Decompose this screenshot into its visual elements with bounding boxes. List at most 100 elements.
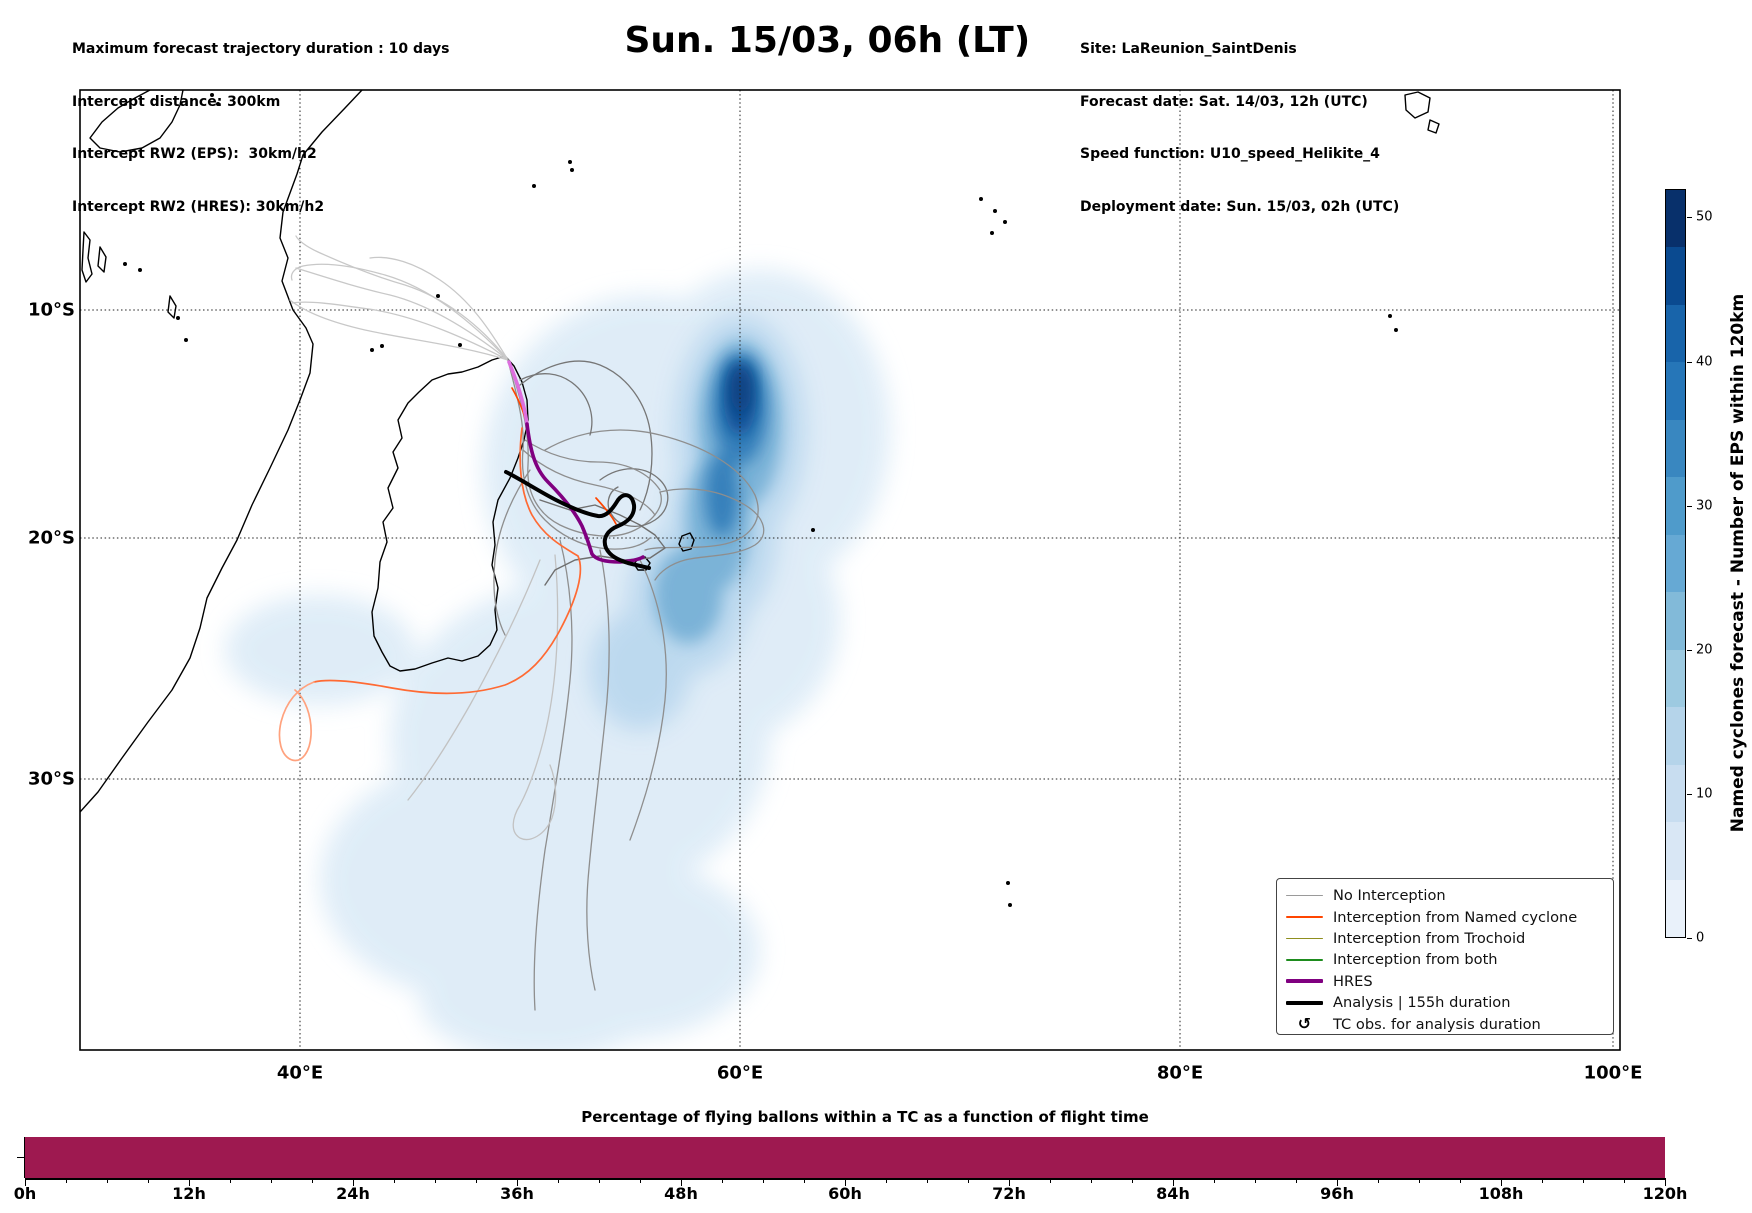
- bar-tick-99h: [1378, 1179, 1380, 1183]
- bar-tick-87h: [1214, 1179, 1216, 1183]
- bar-tick-69h: [968, 1179, 970, 1183]
- trajectory-20: [519, 373, 593, 436]
- trajectory-15: [539, 499, 666, 586]
- bar-chart-title: Percentage of flying ballons within a TC…: [581, 1108, 1149, 1126]
- header-left-params: Maximum forecast trajectory duration : 1…: [72, 6, 449, 251]
- trajectory-11: [533, 539, 573, 1011]
- trajectory-21: [522, 449, 656, 516]
- legend-line-swatch: [1286, 916, 1323, 918]
- colorbar-tick-50: [1687, 217, 1692, 218]
- bar-tick-51h: [722, 1179, 724, 1183]
- colorbar-ticklabel-0: 0: [1696, 930, 1705, 946]
- bar-tick-57h: [804, 1179, 806, 1183]
- bar-tick-120h: [1665, 1179, 1667, 1186]
- legend-label: Analysis | 155h duration: [1333, 994, 1511, 1012]
- island-dot: [1006, 881, 1010, 885]
- legend-label: Interception from both: [1333, 951, 1498, 969]
- bar-tick-45h: [640, 1179, 642, 1183]
- colorbar-segment-5: [1666, 477, 1685, 535]
- colorbar-tick-40: [1687, 362, 1692, 363]
- island-dot: [370, 348, 374, 352]
- ccw-arrow-icon: ↺: [1297, 1014, 1312, 1034]
- island-dot: [532, 184, 536, 188]
- trajectory-16: [524, 439, 661, 491]
- legend-label: No Interception: [1333, 887, 1446, 905]
- colorbar-segment-9: [1666, 707, 1685, 765]
- colorbar-ticklabel-30: 30: [1696, 498, 1713, 514]
- trajectory-26: [507, 360, 529, 426]
- island-dot: [993, 209, 997, 213]
- legend-item-3: Interception from both: [1286, 949, 1613, 970]
- legend-line-swatch: [1286, 937, 1323, 940]
- bar-tick-105h: [1460, 1179, 1462, 1183]
- coastline-6: [1427, 119, 1440, 134]
- island-dot: [570, 168, 574, 172]
- bar-tick-81h: [1132, 1179, 1134, 1183]
- bar-ticklabel-84h: 84h: [1156, 1184, 1190, 1203]
- bar-tick-111h: [1542, 1179, 1544, 1183]
- bar-ticklabel-48h: 48h: [664, 1184, 698, 1203]
- forecast-date-text: Forecast date: Sat. 14/03, 12h (UTC): [1080, 93, 1368, 110]
- legend-label: HRES: [1333, 972, 1373, 990]
- bar-tick-78h: [1091, 1179, 1093, 1183]
- bar-ticklabel-72h: 72h: [992, 1184, 1026, 1203]
- island-dot: [568, 160, 572, 164]
- bar-ticklabel-108h: 108h: [1478, 1184, 1524, 1203]
- colorbar-tick-0: [1687, 938, 1692, 939]
- trajectory-6: [507, 359, 651, 550]
- speed-function-text: Speed function: U10_speed_Helikite_4: [1080, 146, 1380, 162]
- island-dot: [123, 262, 127, 266]
- bar-tick-36h: [517, 1179, 519, 1186]
- bar-ticklabel-12h: 12h: [172, 1184, 206, 1203]
- legend-item-1: Interception from Named cyclone: [1286, 906, 1613, 927]
- island-dot: [176, 316, 180, 320]
- trajectory-28: [504, 470, 651, 570]
- colorbar-segment-7: [1666, 592, 1685, 650]
- bar-tick-102h: [1419, 1179, 1421, 1183]
- intercept-distance-text: Intercept distance: 300km: [72, 93, 281, 110]
- deployment-date-text: Deployment date: Sun. 15/03, 02h (UTC): [1080, 198, 1400, 215]
- island-dot: [458, 343, 462, 347]
- colorbar-segment-0: [1666, 190, 1685, 248]
- bar-tick-48h: [681, 1179, 683, 1186]
- colorbar-segment-11: [1666, 822, 1685, 880]
- bar-tick-63h: [886, 1179, 888, 1183]
- legend-line-swatch: [1286, 959, 1323, 961]
- bar-x-axis: [25, 1178, 1666, 1180]
- colorbar-tick-30: [1687, 506, 1692, 507]
- bar-tick-90h: [1255, 1179, 1257, 1183]
- trajectory-3: [290, 263, 509, 361]
- legend-item-2: Interception from Trochoid: [1286, 928, 1613, 949]
- bar-tick-9h: [148, 1179, 150, 1183]
- island-dot: [436, 294, 440, 298]
- legend-line: [1286, 937, 1323, 940]
- legend-item-6: ↺ TC obs. for analysis duration: [1286, 1013, 1613, 1034]
- site-text: Site: LaReunion_SaintDenis: [1080, 41, 1297, 57]
- lat-label-20°S: 20°S: [27, 527, 75, 549]
- coastline-3: [678, 532, 695, 552]
- lon-label-100°E: 100°E: [1583, 1062, 1643, 1084]
- coastline-5: [1404, 91, 1431, 119]
- bar-tick-27h: [394, 1179, 396, 1183]
- island-dot: [144, 84, 148, 88]
- colorbar-label: Named cyclones forecast - Number of EPS …: [1728, 293, 1748, 833]
- trajectory-2: [295, 235, 509, 361]
- island-dot: [1388, 314, 1392, 318]
- legend-item-4: HRES: [1286, 971, 1613, 992]
- bar-tick-18h: [271, 1179, 273, 1183]
- trajectory-14: [493, 469, 531, 636]
- trajectory-12: [407, 559, 541, 801]
- colorbar-ticklabel-20: 20: [1696, 642, 1713, 658]
- colorbar-segment-8: [1666, 649, 1685, 708]
- bar-tick-96h: [1337, 1179, 1339, 1186]
- tc-percentage-bar: [25, 1137, 1665, 1178]
- island-dot: [138, 268, 142, 272]
- coastline-9: [167, 295, 177, 319]
- bar-tick-3h: [66, 1179, 68, 1183]
- colorbar-segment-2: [1666, 304, 1685, 363]
- legend-line: [1286, 916, 1323, 918]
- bar-tick-75h: [1050, 1179, 1052, 1183]
- bar-ticklabel-24h: 24h: [336, 1184, 370, 1203]
- map-legend: No Interception Interception from Named c…: [1276, 878, 1614, 1035]
